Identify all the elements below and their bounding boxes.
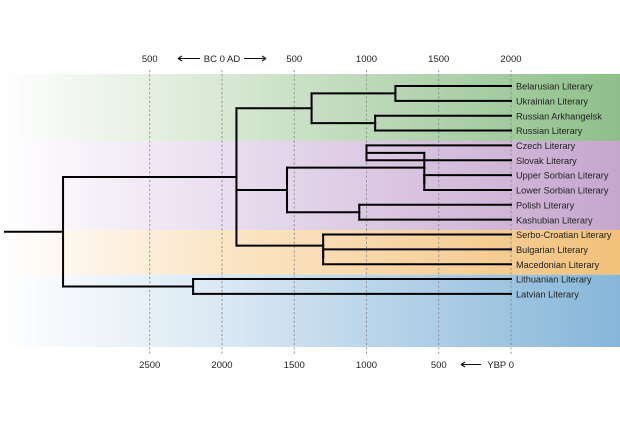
leaf-label: Russian Arkhangelsk xyxy=(516,111,602,121)
arrow-right-icon xyxy=(244,55,267,62)
leaf-label: Macedonian Literary xyxy=(516,260,600,270)
leaf-label: Polish Literary xyxy=(516,200,575,210)
top-axis-tick-label: 1000 xyxy=(356,54,377,65)
leaf-label: Serbo-Croatian Literary xyxy=(516,230,612,240)
band-south xyxy=(0,230,620,275)
bottom-axis-tick-label: 2500 xyxy=(139,360,160,371)
leaf-label: Bulgarian Literary xyxy=(516,245,588,255)
top-axis-tick-label: 1500 xyxy=(428,54,449,65)
group-bands xyxy=(0,74,620,347)
leaf-label: Latvian Literary xyxy=(516,290,579,300)
axes: 500 500 1000 1500 2000 BC 0 AD 2500 2000 1500 100… xyxy=(139,54,521,371)
leaf-label: Czech Literary xyxy=(516,141,576,151)
leaf-label: Slovak Literary xyxy=(516,156,577,166)
bottom-axis-tick-label: 500 xyxy=(431,360,447,371)
leaf-label: Ukrainian Literary xyxy=(516,96,588,106)
tree-branches xyxy=(4,85,512,295)
leaf-label: Upper Sorbian Literary xyxy=(516,171,609,181)
bc-ad-label: BC 0 AD xyxy=(204,54,241,65)
bottom-axis-tick-label: 2000 xyxy=(211,360,232,371)
bottom-axis-tick-label: 1000 xyxy=(356,360,377,371)
ybp-unit-label: YBP 0 xyxy=(487,360,514,371)
top-axis-tick-label: 500 xyxy=(286,54,302,65)
leaf-label: Belarusian Literary xyxy=(516,82,593,92)
leaf-labels: Belarusian Literary Ukrainian Literary Rus… xyxy=(516,82,612,300)
bottom-axis-tick-label: 1500 xyxy=(284,360,305,371)
arrow-left-icon xyxy=(177,55,200,62)
band-west xyxy=(0,140,620,231)
top-axis-tick-label: 2000 xyxy=(500,54,521,65)
leaf-label: Lower Sorbian Literary xyxy=(516,186,609,196)
leaf-label: Kashubian Literary xyxy=(516,215,593,225)
leaf-label: Lithuanian Literary xyxy=(516,275,592,285)
top-axis-tick-label: 500 xyxy=(142,54,158,65)
arrow-left-icon xyxy=(460,361,481,368)
leaf-label: Russian Literary xyxy=(516,126,583,136)
